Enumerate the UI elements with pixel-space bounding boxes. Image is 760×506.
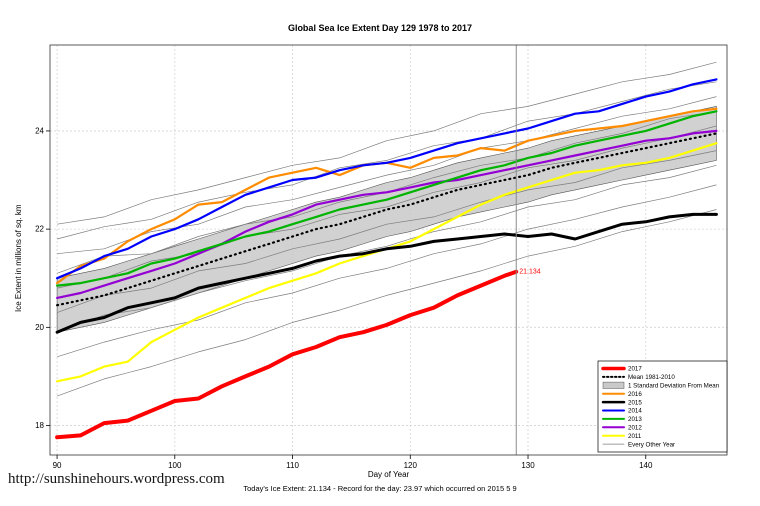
legend-label: 1 Standard Deviation From Mean [628,383,720,390]
y-axis-label: Ice Extent in millions of sq. km [14,204,23,312]
series-2014-line [55,78,718,280]
legend-label: 2015 [628,399,642,406]
current-extent-annotation: 21.134 [519,269,541,276]
chart-title: Global Sea Ice Extent Day 129 1978 to 20… [287,23,473,33]
watermark-url: http://sunshinehours.wordpress.com [8,471,225,487]
x-tick-label: 100 [168,461,182,470]
x-tick-label: 90 [53,461,62,470]
mean-line [55,132,718,307]
series-2017-line [55,269,519,440]
legend-swatch-band [602,381,625,389]
x-tick-label: 120 [404,461,418,470]
y-tick-label: 18 [35,421,44,430]
axis-ticks: 90 100 110 120 130 140 18 20 22 24 [35,126,653,470]
x-axis-label: Day of Year [367,470,410,479]
legend-label: 2014 [628,408,642,415]
x-tick-label: 130 [521,461,535,470]
legend-label: Every Other Year [628,441,675,448]
series-2012-line [55,129,718,299]
legend-label: 2012 [628,425,642,432]
legend-label: Mean 1981-2010 [628,374,675,381]
footer-note: Today's Ice Extent: 21.134 - Record for … [243,484,517,493]
series-2015-line [55,212,718,334]
x-tick-label: 110 [286,461,299,470]
y-tick-label: 22 [35,225,44,234]
legend-label: 2013 [628,416,642,423]
legend-label: 2017 [628,366,642,373]
legend-label: 2016 [628,391,642,398]
series-2013-line [55,110,718,287]
x-tick-label: 140 [639,461,653,470]
plot-box [49,44,728,456]
legend-label: 2011 [628,433,642,440]
y-tick-label: 20 [35,323,44,332]
std-dev-band [56,106,717,333]
y-tick-label: 24 [35,126,44,135]
